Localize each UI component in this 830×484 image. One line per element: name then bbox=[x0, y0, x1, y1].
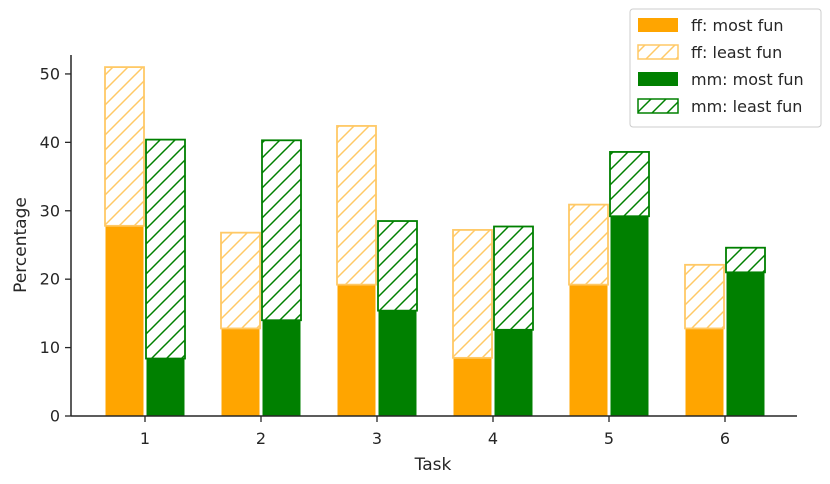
bar-ff-most-fun-task-2 bbox=[220, 327, 261, 417]
legend-label: mm: most fun bbox=[691, 70, 804, 89]
bar-mm-least-fun-task-6 bbox=[725, 246, 766, 274]
bar-ff-least-fun-task-5 bbox=[568, 203, 609, 286]
bar-mm-least-fun-task-3 bbox=[377, 220, 418, 312]
bar-ff-most-fun-task-6 bbox=[684, 327, 725, 417]
bar-mm-least-fun-task-4 bbox=[493, 225, 534, 331]
bar-mm-least-fun-task-2 bbox=[261, 139, 302, 322]
y-tick-label: 40 bbox=[40, 133, 60, 152]
legend-swatch bbox=[638, 18, 678, 32]
y-axis-label: Percentage bbox=[11, 197, 31, 293]
x-tick-label: 5 bbox=[604, 429, 614, 448]
x-tick-label: 4 bbox=[488, 429, 498, 448]
axes-layer: 0 10 20 30 40 50 1 2 3 4 5 6 bbox=[40, 55, 797, 448]
legend-label: ff: most fun bbox=[691, 16, 783, 35]
legend-label: ff: least fun bbox=[691, 43, 782, 62]
bar-ff-least-fun-task-3 bbox=[336, 125, 377, 286]
legend-label: mm: least fun bbox=[691, 97, 802, 116]
bar-mm-most-fun-task-1 bbox=[145, 358, 186, 417]
bar-ff-most-fun-task-3 bbox=[336, 284, 377, 417]
bar-mm-most-fun-task-5 bbox=[609, 215, 650, 417]
y-tick-label: 50 bbox=[40, 64, 60, 83]
legend-swatch bbox=[637, 98, 679, 114]
legend-swatch bbox=[638, 72, 678, 86]
y-tick-label: 0 bbox=[50, 407, 60, 426]
bar-mm-least-fun-task-1 bbox=[145, 138, 186, 360]
bar-mm-most-fun-task-2 bbox=[261, 319, 302, 417]
bar-ff-most-fun-task-4 bbox=[452, 357, 493, 417]
bar-ff-least-fun-task-6 bbox=[684, 263, 725, 330]
bar-mm-most-fun-task-6 bbox=[725, 271, 766, 417]
legend-frame bbox=[629, 8, 822, 128]
legend-swatch bbox=[637, 44, 679, 60]
legend: ff: most fun ff: least fun mm: most fun mm:… bbox=[629, 8, 822, 128]
bar-ff-least-fun-task-4 bbox=[452, 229, 493, 359]
x-tick-label: 2 bbox=[256, 429, 266, 448]
bar-ff-least-fun-task-2 bbox=[220, 231, 261, 330]
x-axis-label: Task bbox=[414, 455, 452, 475]
bar-mm-least-fun-task-5 bbox=[609, 151, 650, 218]
bar-mm-most-fun-task-3 bbox=[377, 310, 418, 417]
x-tick-label: 1 bbox=[140, 429, 150, 448]
bar-mm-most-fun-task-4 bbox=[493, 329, 534, 417]
y-tick-label: 10 bbox=[40, 338, 60, 357]
bars-layer bbox=[104, 66, 766, 417]
bar-ff-most-fun-task-1 bbox=[104, 225, 145, 417]
bar-ff-least-fun-task-1 bbox=[104, 66, 145, 227]
y-tick-label: 20 bbox=[40, 270, 60, 289]
x-tick-label: 6 bbox=[720, 429, 730, 448]
x-tick-label: 3 bbox=[372, 429, 382, 448]
bar-ff-most-fun-task-5 bbox=[568, 284, 609, 417]
y-tick-label: 30 bbox=[40, 201, 60, 220]
